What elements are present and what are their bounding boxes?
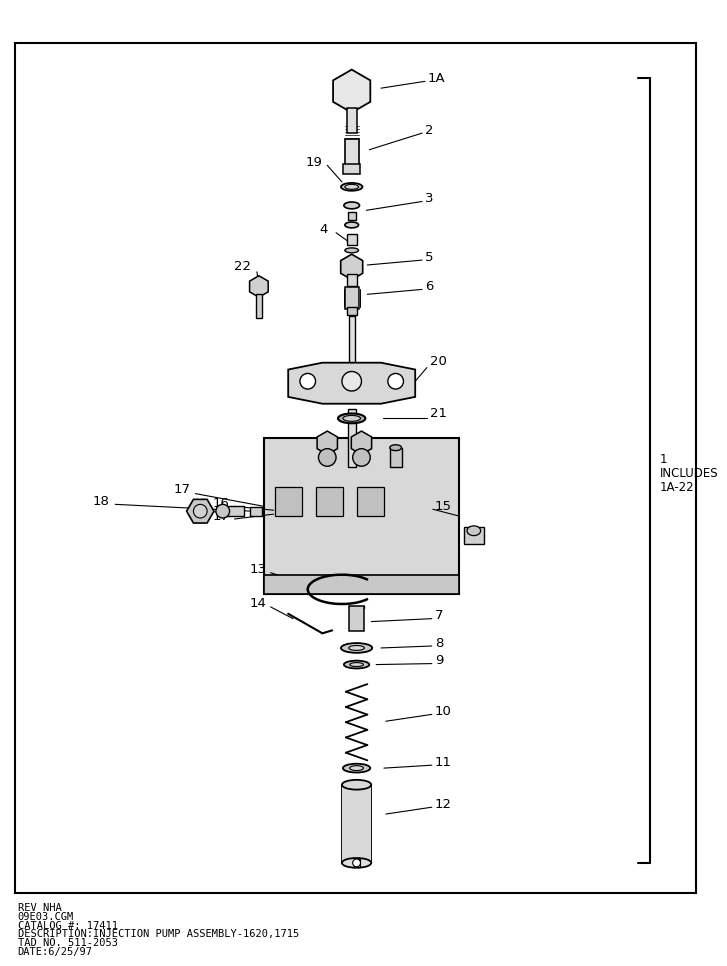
Text: 1A: 1A — [428, 71, 446, 85]
Polygon shape — [249, 275, 268, 298]
Bar — [225, 506, 244, 516]
Polygon shape — [317, 431, 337, 455]
Circle shape — [342, 372, 361, 391]
Text: 11: 11 — [435, 755, 451, 769]
Polygon shape — [288, 362, 415, 404]
Ellipse shape — [390, 444, 401, 450]
Ellipse shape — [345, 222, 358, 228]
Text: 17: 17 — [213, 510, 230, 523]
Ellipse shape — [467, 526, 481, 535]
Bar — [356, 487, 384, 516]
Text: DATE:6/25/97: DATE:6/25/97 — [17, 947, 92, 957]
Bar — [343, 164, 361, 174]
Polygon shape — [351, 431, 371, 455]
Text: 8: 8 — [435, 637, 443, 649]
Bar — [250, 507, 262, 516]
Text: 14: 14 — [249, 598, 266, 611]
Bar — [347, 108, 356, 132]
Text: 15: 15 — [435, 499, 451, 513]
Ellipse shape — [350, 766, 364, 771]
Text: 16: 16 — [213, 497, 230, 510]
Circle shape — [353, 448, 370, 467]
Text: DESCRIPTION:INJECTION PUMP ASSEMBLY-1620,1715: DESCRIPTION:INJECTION PUMP ASSEMBLY-1620… — [17, 929, 299, 939]
Circle shape — [353, 859, 361, 867]
Circle shape — [300, 374, 316, 389]
Text: 17: 17 — [174, 483, 191, 497]
Ellipse shape — [344, 202, 360, 209]
Ellipse shape — [343, 764, 370, 773]
Text: 5: 5 — [425, 251, 433, 264]
Text: 09E03.CGM: 09E03.CGM — [17, 912, 74, 922]
Ellipse shape — [343, 415, 361, 421]
Text: 12: 12 — [435, 798, 451, 810]
Text: 4: 4 — [319, 223, 328, 237]
Bar — [349, 316, 355, 364]
Bar — [349, 607, 364, 631]
Bar — [390, 447, 401, 468]
Bar — [316, 487, 343, 516]
Text: 21: 21 — [430, 407, 447, 420]
Polygon shape — [333, 70, 370, 113]
Ellipse shape — [345, 185, 358, 189]
Polygon shape — [187, 499, 214, 523]
Text: 6: 6 — [425, 280, 433, 293]
Text: 22: 22 — [235, 261, 252, 273]
Bar — [353, 859, 360, 867]
Text: REV NHA: REV NHA — [17, 903, 61, 913]
Bar — [345, 288, 358, 309]
Bar — [347, 273, 356, 286]
Bar — [275, 487, 302, 516]
Bar — [347, 234, 356, 245]
Circle shape — [318, 448, 336, 467]
Ellipse shape — [342, 858, 371, 867]
Bar — [464, 526, 483, 545]
Text: 18: 18 — [93, 495, 110, 508]
Ellipse shape — [349, 645, 364, 650]
Text: INCLUDES: INCLUDES — [659, 467, 718, 479]
Text: 1A-22: 1A-22 — [659, 481, 694, 495]
Bar — [264, 575, 459, 594]
Circle shape — [387, 374, 403, 389]
Text: CATALOG #: 17411: CATALOG #: 17411 — [17, 921, 118, 930]
Ellipse shape — [338, 413, 366, 423]
Bar — [345, 139, 358, 166]
Bar — [342, 784, 371, 863]
Text: 7: 7 — [435, 610, 443, 622]
Polygon shape — [341, 254, 363, 279]
Text: 19: 19 — [306, 156, 323, 169]
Text: 13: 13 — [249, 563, 266, 577]
Bar — [348, 213, 356, 220]
Text: 9: 9 — [435, 654, 443, 668]
Ellipse shape — [341, 183, 363, 190]
Bar — [264, 438, 459, 594]
Bar — [347, 307, 356, 315]
Text: 3: 3 — [425, 192, 433, 205]
Ellipse shape — [345, 248, 358, 253]
Ellipse shape — [344, 661, 369, 668]
Bar — [256, 295, 262, 318]
Ellipse shape — [342, 780, 371, 789]
Text: 10: 10 — [435, 705, 451, 718]
Text: 20: 20 — [430, 355, 446, 368]
Circle shape — [193, 504, 207, 518]
Text: TAD NO. 511-2053: TAD NO. 511-2053 — [17, 938, 118, 948]
Text: 1: 1 — [659, 453, 667, 466]
Ellipse shape — [341, 643, 372, 653]
Ellipse shape — [350, 663, 364, 667]
Text: 2: 2 — [425, 124, 433, 136]
Circle shape — [216, 504, 230, 518]
Bar — [348, 409, 356, 468]
